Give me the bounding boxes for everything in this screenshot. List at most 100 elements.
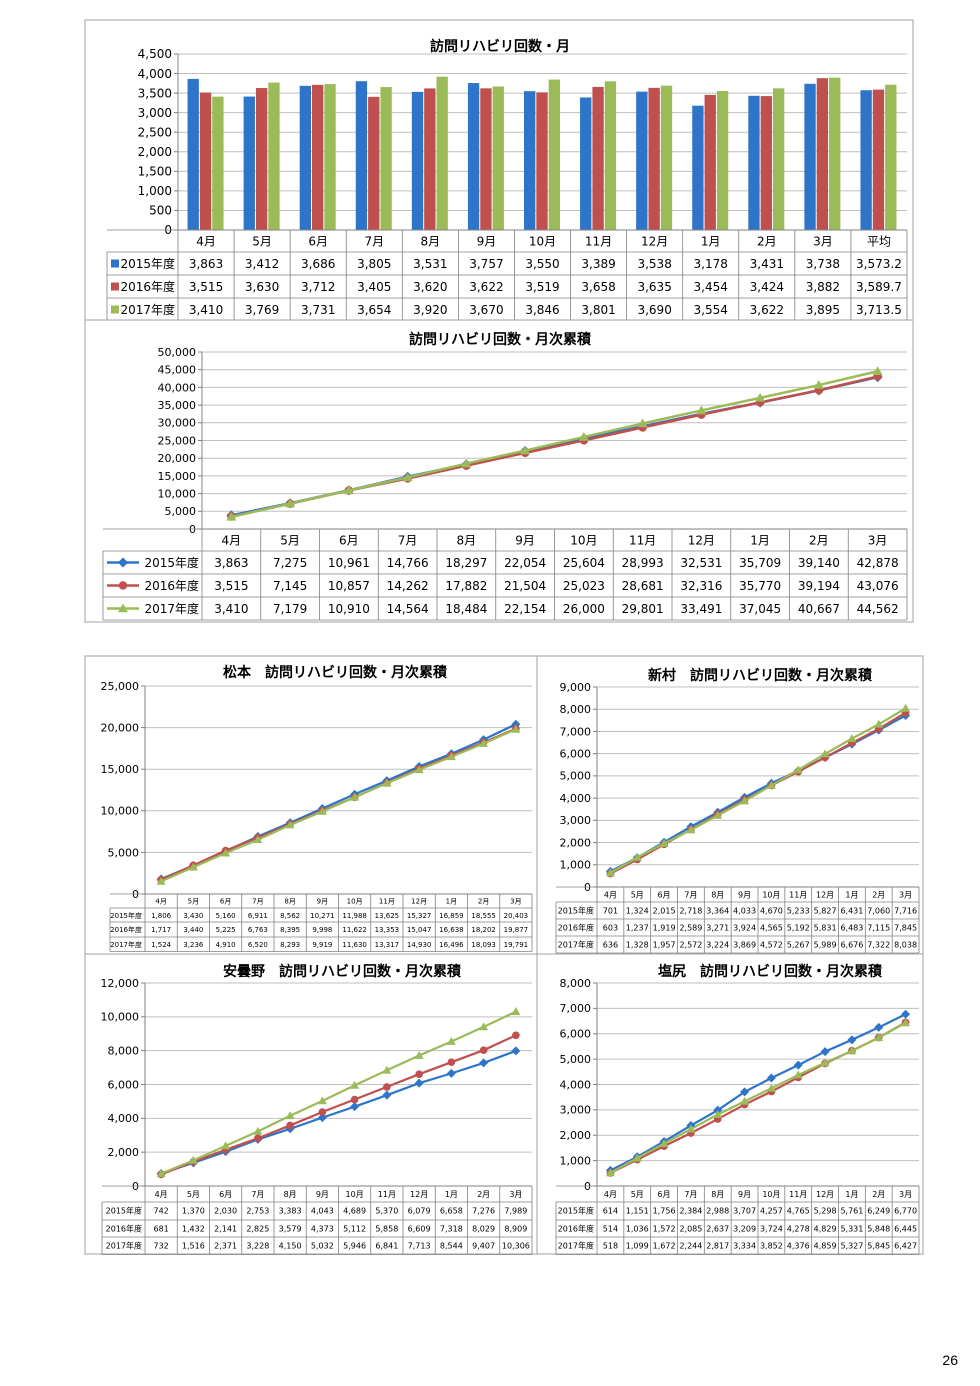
- data-label: 701: [603, 906, 618, 915]
- point-2017-5: [461, 458, 472, 468]
- x-tick-label: 6月: [658, 1190, 671, 1199]
- y-tick-label: 50,000: [158, 346, 197, 359]
- y-tick-label: 4,000: [560, 1078, 592, 1091]
- x-tick-label: 6月: [220, 898, 231, 906]
- x-tick-label: 8月: [711, 891, 724, 900]
- y-tick-label: 6,000: [108, 1078, 140, 1091]
- data-label: 3,635: [637, 280, 671, 294]
- legend-label-2017: 2017年度: [558, 1241, 594, 1251]
- bar-2015-3: [299, 85, 312, 230]
- data-label: 3,731: [301, 303, 335, 317]
- point-2017-4: [686, 1124, 696, 1133]
- page-number: 26: [942, 1352, 958, 1368]
- y-tick-label: 5,000: [560, 1053, 592, 1066]
- bar-2017-1: [212, 96, 224, 231]
- data-label: 4,033: [733, 906, 756, 915]
- data-label: 6,079: [408, 1207, 431, 1216]
- data-label: 13,353: [375, 926, 400, 934]
- legend-label-2016: 2016年度: [106, 1224, 142, 1234]
- data-label: 4,689: [343, 1207, 366, 1216]
- data-label: 11,622: [342, 926, 367, 934]
- data-label: 9,407: [472, 1242, 495, 1251]
- x-tick-label: 10月: [346, 1190, 364, 1199]
- bar-2015-12: [804, 83, 816, 230]
- legend-label-2017: 2017年度: [144, 601, 199, 616]
- data-label: 10,857: [328, 579, 370, 593]
- data-label: 8,562: [280, 912, 300, 920]
- y-tick-label: 2,500: [138, 125, 172, 139]
- data-label: 1,717: [151, 926, 171, 934]
- data-label: 39,140: [798, 556, 840, 570]
- bar-2017-10: [716, 90, 729, 230]
- y-tick-label: 45,000: [158, 364, 197, 377]
- data-label: 3,686: [301, 257, 335, 271]
- y-tick-label: 30,000: [158, 417, 197, 430]
- x-tick-label: 8月: [284, 898, 295, 906]
- point-2017-6: [317, 806, 327, 815]
- legend-label-2016: 2016年度: [120, 279, 175, 294]
- x-tick-label: 3月: [509, 1190, 522, 1199]
- data-label: 7,060: [867, 906, 890, 915]
- data-label: 26,000: [563, 602, 605, 616]
- data-label: 13,317: [375, 941, 400, 949]
- chart-title: 安曇野 訪問リハビリ回数・月次累積: [223, 963, 462, 980]
- x-tick-label: 1月: [845, 891, 858, 900]
- data-label: 3,724: [760, 1225, 783, 1234]
- chart-5: 安曇野 訪問リハビリ回数・月次累積02,0004,0006,0008,00010…: [84, 953, 538, 1255]
- data-label: 18,202: [471, 926, 496, 934]
- data-label: 17,882: [445, 579, 487, 593]
- chart-title: 新村 訪問リハビリ回数・月次累積: [648, 667, 873, 684]
- x-tick-label: 1月: [446, 898, 457, 906]
- bar-2016-3: [312, 84, 324, 231]
- data-label: 6,763: [248, 926, 268, 934]
- bar-2016-12: [816, 78, 829, 230]
- data-label: 3,707: [733, 1207, 756, 1216]
- data-label: 32,316: [680, 579, 722, 593]
- point-2017-2: [285, 498, 296, 508]
- bar-2016-13: [872, 89, 885, 230]
- point-2017-4: [253, 835, 263, 844]
- data-label: 14,262: [387, 579, 429, 593]
- point-2015-8: [793, 1060, 803, 1070]
- point-2016-7: [350, 1095, 359, 1104]
- series-line-2017: [609, 1021, 907, 1174]
- data-label: 3,690: [637, 303, 671, 317]
- data-label: 25,604: [563, 556, 605, 570]
- data-label: 636: [603, 940, 618, 949]
- y-tick-label: 15,000: [158, 470, 197, 483]
- chart-2: 訪問リハビリ回数・月次累積05,00010,00015,00020,00025,…: [84, 319, 914, 623]
- point-2017-1: [156, 876, 166, 885]
- data-label: 3,430: [183, 912, 203, 920]
- point-2017-12: [511, 724, 521, 733]
- data-label: 5,233: [787, 906, 810, 915]
- y-tick-label: 2,000: [108, 1146, 140, 1159]
- point-2017-7: [766, 1083, 776, 1092]
- point-2017-1: [156, 1169, 166, 1177]
- data-label: 3,364: [706, 906, 729, 915]
- data-label: 20,403: [504, 912, 529, 920]
- series-line-2016: [160, 1034, 517, 1176]
- data-label: 1,919: [653, 923, 676, 932]
- point-2017-5: [713, 1110, 723, 1118]
- x-tick-label: 10月: [347, 898, 363, 906]
- point-2017-3: [659, 1139, 669, 1147]
- data-label: 2,371: [214, 1242, 237, 1251]
- y-tick-label: 10,000: [101, 805, 140, 818]
- data-label: 3,863: [214, 556, 248, 570]
- bar-2017-5: [436, 76, 448, 230]
- x-tick-label: 11月: [789, 1190, 807, 1199]
- point-2017-3: [221, 1141, 231, 1150]
- data-label: 5,370: [375, 1207, 398, 1216]
- data-label: 732: [153, 1242, 168, 1251]
- point-2017-9: [414, 1051, 424, 1059]
- point-2016-12: [512, 1031, 520, 1040]
- point-2017-9: [696, 405, 707, 415]
- y-tick-label: 500: [149, 204, 172, 218]
- legend-label-2015: 2015年度: [558, 905, 594, 915]
- data-label: 10,271: [310, 912, 335, 920]
- bar-2017-13: [885, 84, 897, 230]
- x-tick-label: 9月: [477, 235, 497, 249]
- data-label: 1,237: [626, 923, 649, 932]
- x-tick-label: 7月: [684, 891, 697, 900]
- data-label: 11,988: [342, 912, 367, 920]
